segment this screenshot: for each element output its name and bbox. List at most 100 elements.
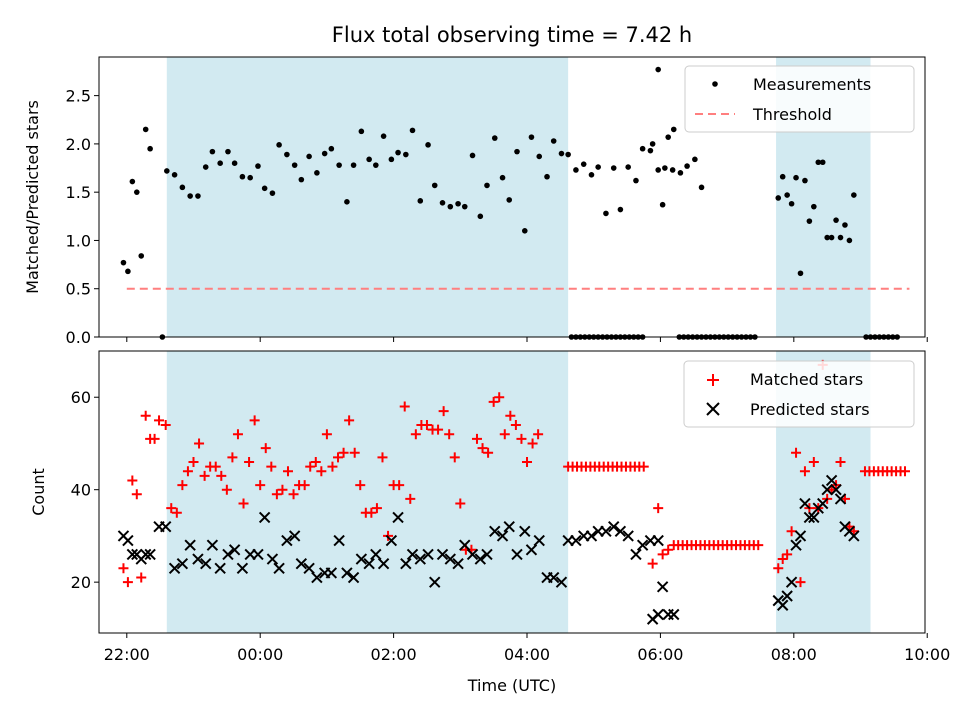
measurement-point bbox=[225, 148, 231, 155]
measurement-point bbox=[544, 173, 550, 180]
measurement-point bbox=[824, 234, 830, 241]
x-tick-label: 00:00 bbox=[237, 645, 283, 664]
bottom-plot-frame bbox=[98, 350, 926, 634]
measurement-point bbox=[187, 193, 193, 199]
predicted-star-point bbox=[303, 562, 315, 574]
predicted-star-point bbox=[489, 525, 501, 538]
bottom-panel: 20 40 60 22:00 00:00 02:00 04:00 06:00 08:00 10:… bbox=[29, 350, 950, 695]
measurement-point bbox=[380, 133, 387, 139]
predicted-star-point bbox=[608, 520, 620, 533]
matched-star-point bbox=[344, 415, 355, 426]
measurement-point bbox=[239, 173, 246, 180]
matched-star-point bbox=[399, 401, 410, 412]
measurement-point bbox=[133, 189, 140, 195]
matched-star-point bbox=[791, 447, 802, 458]
matched-star-point bbox=[471, 433, 482, 444]
matched-star-point bbox=[444, 429, 455, 440]
matched-star-point bbox=[808, 456, 819, 467]
predicted-star-point bbox=[825, 474, 838, 487]
measurement-point bbox=[138, 253, 145, 259]
measurement-point bbox=[550, 138, 557, 144]
matched-star-point bbox=[316, 466, 327, 477]
bottom-y-axis-label: Count bbox=[29, 468, 48, 516]
measurement-point bbox=[802, 177, 808, 184]
predicted-star-point bbox=[555, 576, 568, 588]
measurement-point bbox=[610, 165, 617, 171]
matched-star-point bbox=[171, 507, 182, 518]
matched-star-point bbox=[131, 489, 142, 500]
y-tick-label: 2.5 bbox=[66, 87, 91, 106]
predicted-star-point bbox=[347, 571, 360, 584]
measurement-point bbox=[269, 190, 276, 196]
matched-star-point bbox=[282, 466, 293, 477]
y-tick-label: 1.0 bbox=[66, 231, 91, 250]
measurement-point bbox=[649, 141, 656, 147]
matched-star-point bbox=[277, 484, 288, 495]
measurement-point bbox=[514, 148, 520, 155]
measurement-point bbox=[447, 203, 454, 210]
matched-star-point bbox=[488, 396, 499, 407]
matched-star-point bbox=[799, 466, 810, 477]
measurement-point bbox=[521, 227, 528, 234]
predicted-star-point bbox=[236, 562, 249, 574]
top-legend-box bbox=[684, 65, 915, 133]
measurement-point bbox=[455, 200, 461, 207]
predicted-star-point bbox=[656, 581, 669, 593]
matched-star-point bbox=[638, 461, 649, 472]
measurement-point bbox=[506, 197, 513, 203]
matched-star-point bbox=[127, 475, 138, 486]
measurement-point bbox=[469, 152, 476, 159]
matched-star-point bbox=[795, 577, 806, 588]
measurement-point bbox=[633, 177, 639, 184]
predicted-star-point bbox=[614, 525, 627, 538]
measurement-point bbox=[603, 210, 609, 217]
matched-star-point bbox=[327, 461, 338, 472]
matched-star-point bbox=[338, 447, 349, 458]
measurement-point bbox=[298, 176, 305, 183]
measurement-point bbox=[142, 126, 149, 133]
measurement-point bbox=[125, 268, 131, 275]
matched-star-point bbox=[182, 466, 193, 477]
matched-star-point bbox=[421, 419, 432, 430]
matched-star-point bbox=[122, 577, 133, 588]
predicted-star-point bbox=[222, 548, 234, 561]
predicted-star-point bbox=[776, 599, 789, 611]
measurement-point bbox=[255, 163, 261, 169]
predicted-star-point bbox=[252, 548, 264, 561]
predicted-star-point bbox=[363, 557, 375, 570]
predicted-star-point bbox=[228, 544, 241, 556]
measurement-point bbox=[344, 199, 350, 205]
matched-star-point bbox=[118, 563, 129, 574]
predicted-star-point bbox=[406, 548, 419, 561]
predicted-star-point bbox=[184, 539, 196, 551]
top-legend: Measurements Threshold bbox=[684, 65, 915, 133]
matched-star-point bbox=[305, 461, 316, 472]
matched-star-point bbox=[366, 507, 377, 518]
matched-star-point bbox=[333, 452, 344, 463]
measurement-point bbox=[291, 162, 298, 168]
predicted-star-point bbox=[200, 557, 212, 570]
matched-star-point bbox=[433, 424, 444, 435]
measurement-point bbox=[815, 159, 822, 166]
measurement-point bbox=[491, 135, 498, 141]
predicted-star-point bbox=[808, 511, 820, 524]
predicted-star-point bbox=[622, 530, 634, 542]
predicted-star-point bbox=[785, 576, 798, 588]
matched-star-point bbox=[410, 429, 421, 440]
measurement-point bbox=[837, 234, 844, 241]
matched-star-point bbox=[310, 456, 321, 467]
matched-star-point bbox=[299, 480, 310, 491]
measurement-point bbox=[195, 193, 201, 199]
predicted-star-point bbox=[139, 548, 152, 561]
measurement-point bbox=[528, 134, 535, 140]
matched-star-point bbox=[210, 461, 221, 472]
predicted-star-point bbox=[214, 562, 226, 574]
matched-star-point bbox=[260, 443, 271, 454]
predicted-star-point bbox=[630, 548, 642, 561]
y-tick-label: 0.5 bbox=[66, 280, 91, 299]
predicted-star-point bbox=[848, 530, 860, 542]
measurement-point bbox=[388, 156, 395, 163]
matched-star-point bbox=[899, 466, 910, 477]
measurement-point bbox=[395, 149, 401, 156]
predicted-star-point bbox=[144, 548, 156, 561]
